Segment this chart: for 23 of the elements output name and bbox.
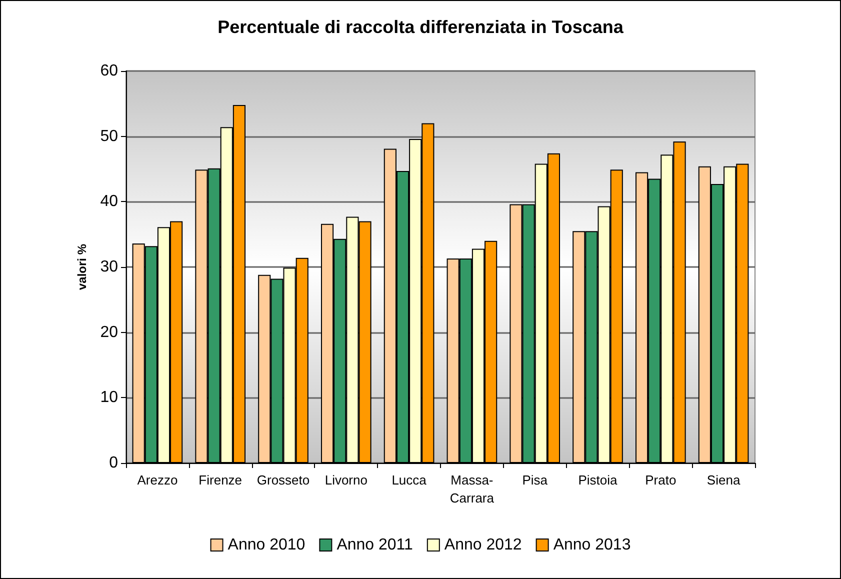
x-tick-label: Arezzo [137,472,178,488]
x-tick-label: Livorno [324,472,368,488]
y-tick-label: 0 [109,454,118,472]
x-tick-label: Prato [645,472,676,488]
x-tick-label: Grosseto [256,472,310,488]
x-tick-label: Firenze [198,472,242,488]
x-tick-label: Pisa [522,472,548,488]
legend-label: Anno 2013 [553,536,631,554]
chart-title: Percentuale di raccolta differenziata in Toscana [218,17,624,37]
y-tick-label: 10 [100,389,118,406]
x-tick-label: Massa-Carrara [450,472,495,506]
legend-label: Anno 2010 [228,536,306,554]
y-tick-label: 60 [100,62,118,80]
legend-label: Anno 2012 [444,536,522,554]
x-tick-label: Siena [706,472,741,488]
y-tick-label: 20 [100,324,118,341]
y-tick-label: 50 [100,128,118,145]
y-tick-label: 30 [100,258,118,276]
x-tick-label: Pistoia [578,472,618,488]
legend-label: Anno 2011 [336,536,414,554]
x-tick-label: Lucca [392,472,428,488]
y-axis-title: valori % [75,244,89,290]
y-tick-label: 40 [100,193,118,210]
